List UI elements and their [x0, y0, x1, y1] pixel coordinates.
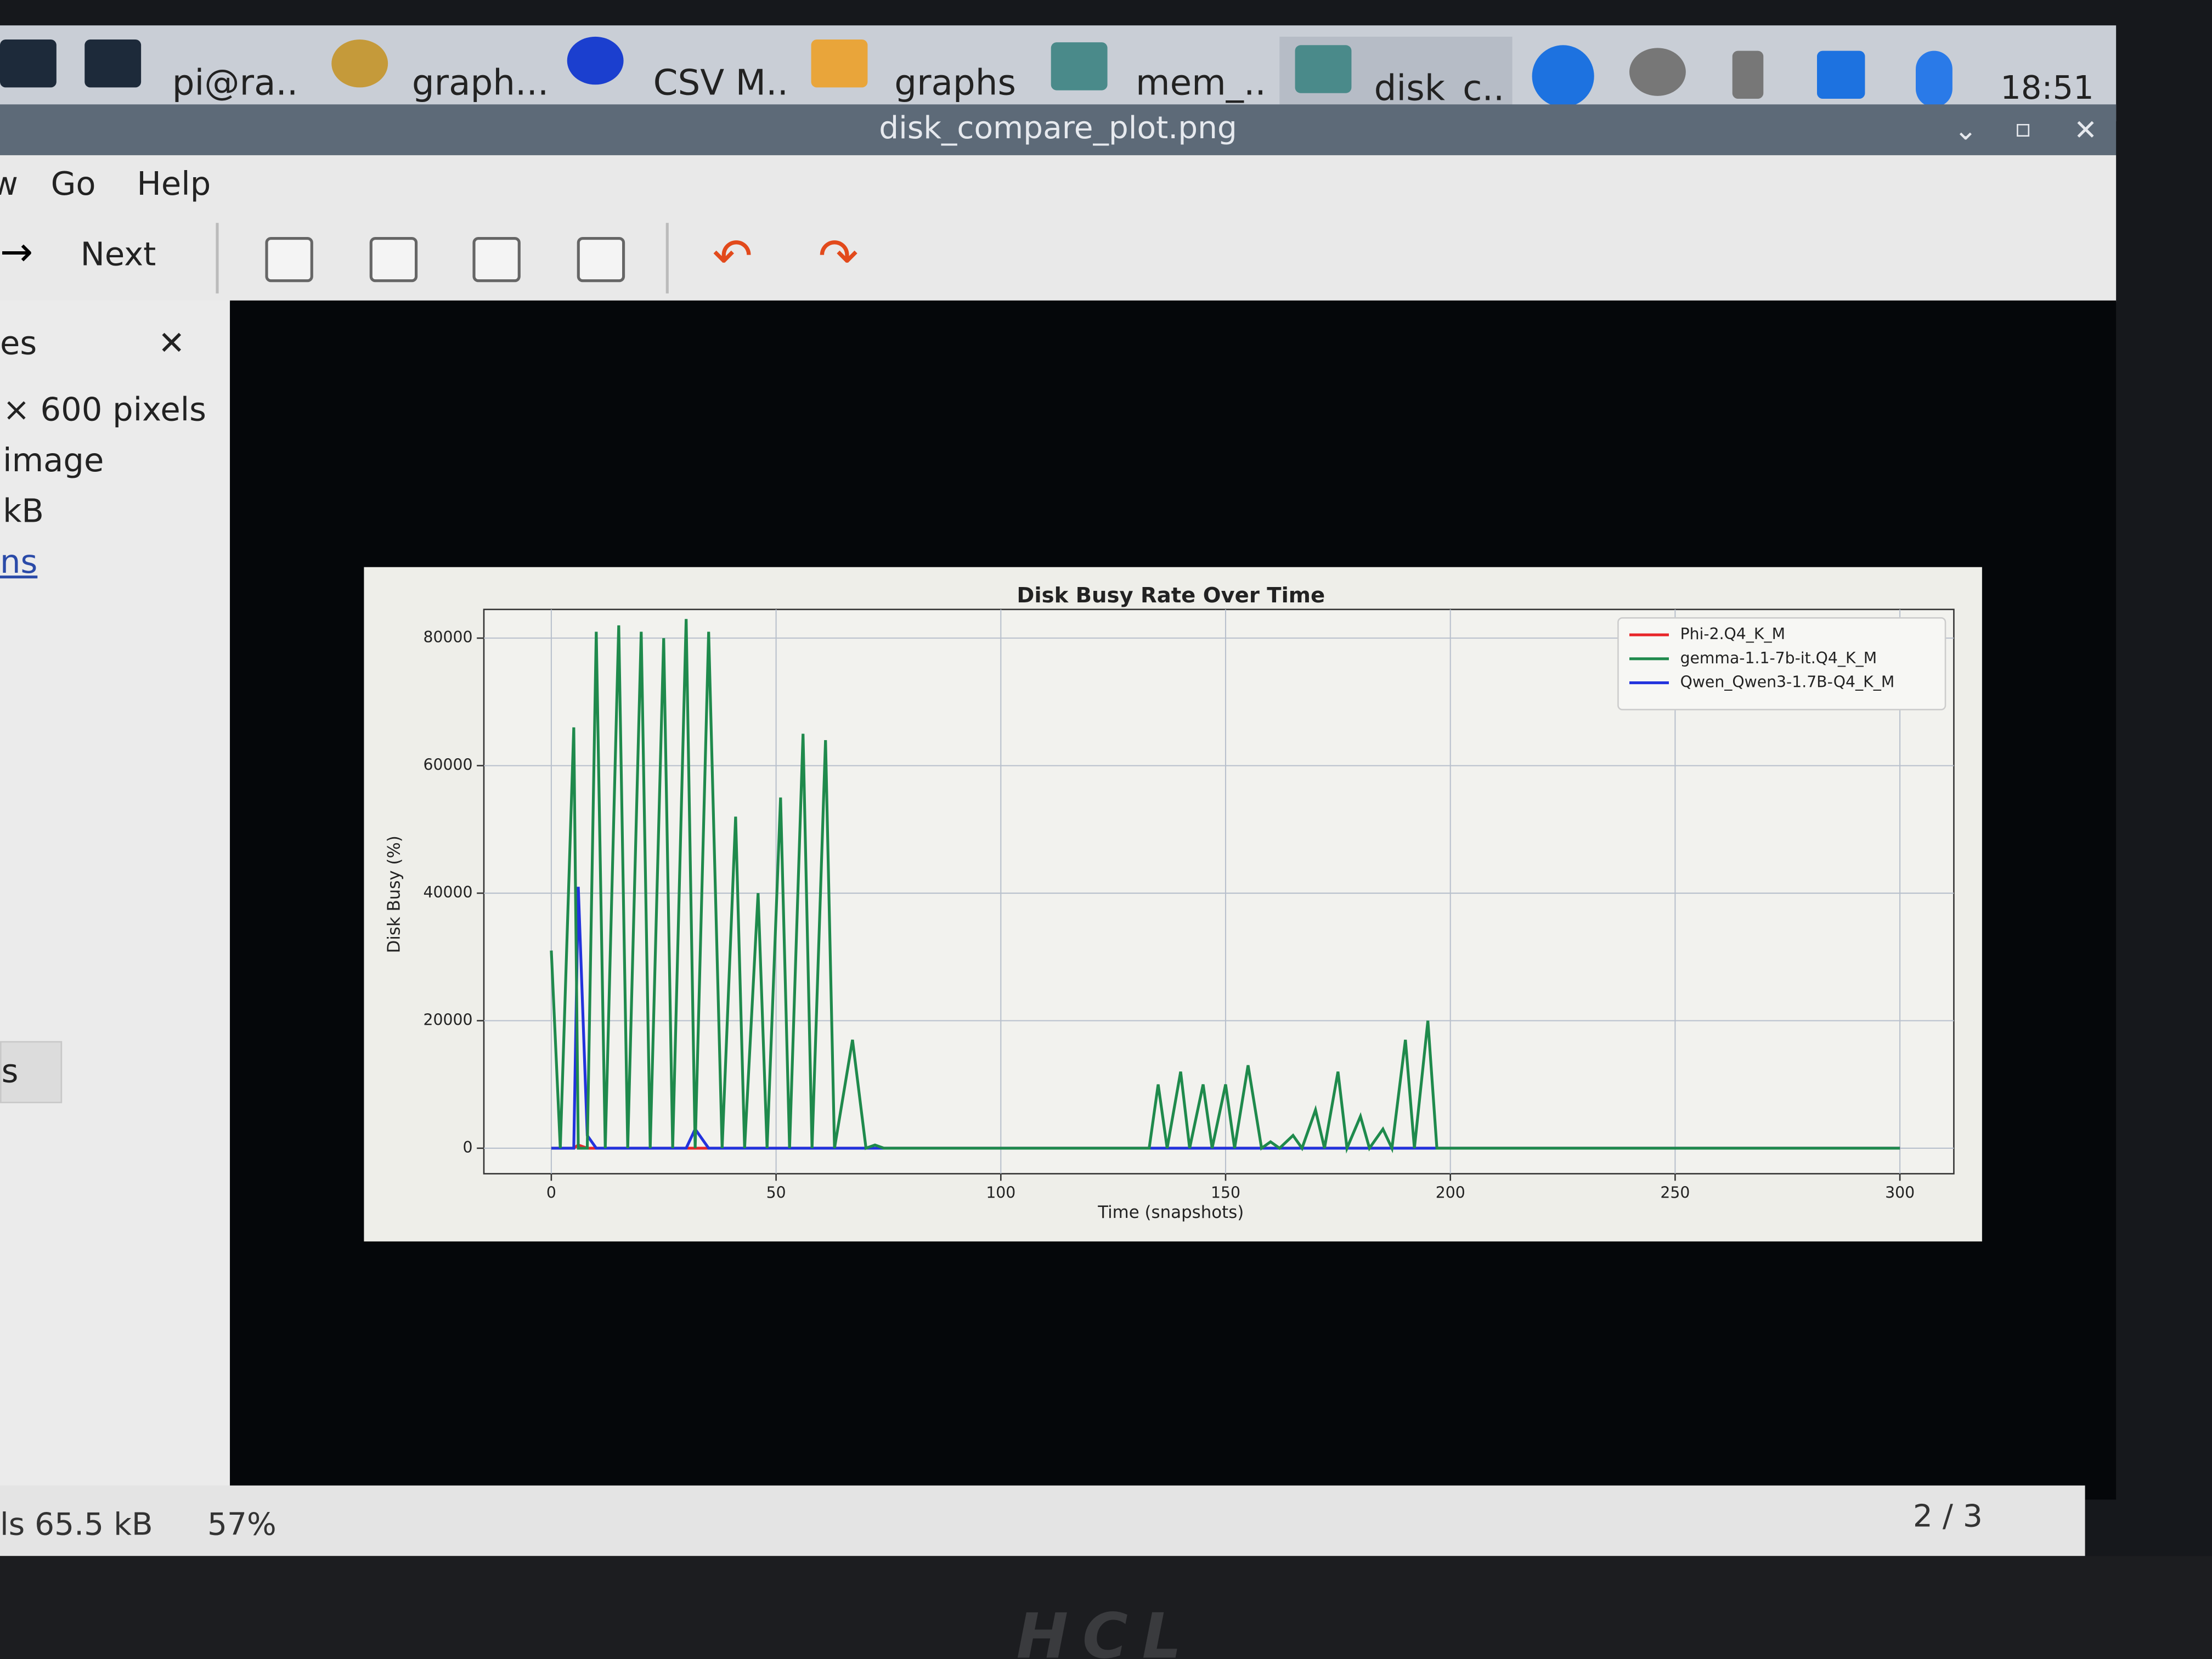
legend-label: Phi-2.Q4_K_M: [1680, 625, 1785, 643]
x-tick-label: 200: [1436, 1183, 1465, 1201]
zoom-level: 57%: [207, 1508, 276, 1544]
y-tick-label: 40000: [424, 883, 473, 901]
app-icon: [331, 40, 388, 88]
tray-icon[interactable]: [1532, 45, 1594, 108]
sidebar-heading: es: [0, 326, 37, 363]
chart-title: Disk Busy Rate Over Time: [1017, 583, 1325, 608]
y-tick-label: 60000: [424, 756, 473, 774]
tray-icon[interactable]: [1916, 50, 1953, 108]
menu-item[interactable]: Help: [137, 166, 211, 204]
legend-box: [1617, 617, 1946, 710]
y-tick-label: 20000: [424, 1011, 473, 1029]
sidebar-line: kB: [3, 494, 44, 531]
rotate-right[interactable]: ↷: [818, 228, 859, 285]
task-item[interactable]: disk_c..: [1374, 67, 1505, 109]
series-line: [550, 619, 1900, 1154]
maximize[interactable]: ▫: [2015, 114, 2032, 144]
task-item[interactable]: CSV M..: [653, 62, 789, 103]
task-item[interactable]: mem_..: [1136, 62, 1266, 103]
menu-item[interactable]: w: [0, 166, 18, 203]
title-text: disk_compare_plot.png: [879, 111, 1237, 147]
zoom-fit[interactable]: [472, 237, 521, 283]
minimize[interactable]: ⌄: [1954, 112, 1978, 147]
sidebar-link[interactable]: ns: [0, 544, 38, 582]
x-tick-label: 250: [1660, 1183, 1690, 1201]
next-button[interactable]: Next: [80, 237, 156, 274]
next-arrow[interactable]: →: [0, 228, 33, 275]
brand: HCL: [1016, 1601, 1196, 1659]
legend-label: gemma-1.1-7b-it.Q4_K_M: [1680, 649, 1877, 667]
separator: [216, 223, 219, 294]
task-item[interactable]: graph...: [411, 62, 549, 103]
y-tick-label: 0: [462, 1138, 472, 1156]
separator: [665, 223, 669, 294]
series-line: [551, 887, 1900, 1150]
image-icon: [1295, 45, 1352, 93]
zoom-in[interactable]: [265, 237, 313, 283]
terminal-icon[interactable]: [0, 40, 57, 88]
image-icon: [1051, 42, 1108, 91]
monitor-bezel: HCL: [0, 1556, 2212, 1659]
y-axis-label: Disk Busy (%): [384, 836, 404, 953]
rotate-left[interactable]: ↶: [712, 228, 753, 285]
image-index: 2 / 3: [1912, 1499, 1983, 1535]
sidebar-line: × 600 pixels: [3, 392, 206, 429]
file-size: ls 65.5 kB: [0, 1508, 153, 1544]
x-tick-label: 150: [1211, 1183, 1240, 1201]
x-axis-label: Time (snapshots): [1097, 1203, 1244, 1222]
zoom-out[interactable]: [369, 237, 418, 283]
tray-icon[interactable]: [1732, 50, 1764, 99]
sidebar-line: image: [3, 443, 104, 480]
task-item[interactable]: graphs: [894, 62, 1016, 103]
app-icon: [567, 36, 624, 85]
legend-label: Qwen_Qwen3-1.7B-Q4_K_M: [1680, 673, 1895, 691]
window-title: disk_compare_plot.png ⌄ ▫ ✕: [0, 104, 2117, 155]
y-tick-label: 80000: [424, 628, 473, 646]
status-bar: ls 65.5 kB 57% 2 / 3: [0, 1485, 2085, 1556]
fullscreen[interactable]: [577, 237, 625, 283]
chart: Disk Busy Rate Over Time Time (snapshots…: [364, 567, 1982, 1242]
sidebar: es ✕ × 600 pixels image kB ns s: [0, 300, 230, 1500]
close[interactable]: ✕: [2074, 112, 2098, 147]
clock: 18:51: [2000, 70, 2094, 108]
folder-icon: [811, 40, 868, 88]
sidebar-close[interactable]: ✕: [158, 326, 185, 363]
x-tick-label: 50: [766, 1183, 786, 1201]
sidebar-button[interactable]: s: [0, 1041, 63, 1103]
button-label: s: [1, 1053, 19, 1091]
toolbar: → Next ↶ ↷: [0, 217, 2117, 302]
task-item[interactable]: pi@ra..: [172, 62, 298, 103]
terminal-icon[interactable]: [84, 40, 142, 88]
tray-icon[interactable]: [1629, 48, 1686, 96]
x-tick-label: 300: [1885, 1183, 1915, 1201]
menu-bar: w Go Help: [0, 155, 2117, 217]
x-tick-label: 0: [546, 1183, 556, 1201]
tray-icon[interactable]: [1817, 50, 1865, 99]
x-tick-label: 100: [986, 1183, 1015, 1201]
menu-item[interactable]: Go: [50, 166, 96, 204]
